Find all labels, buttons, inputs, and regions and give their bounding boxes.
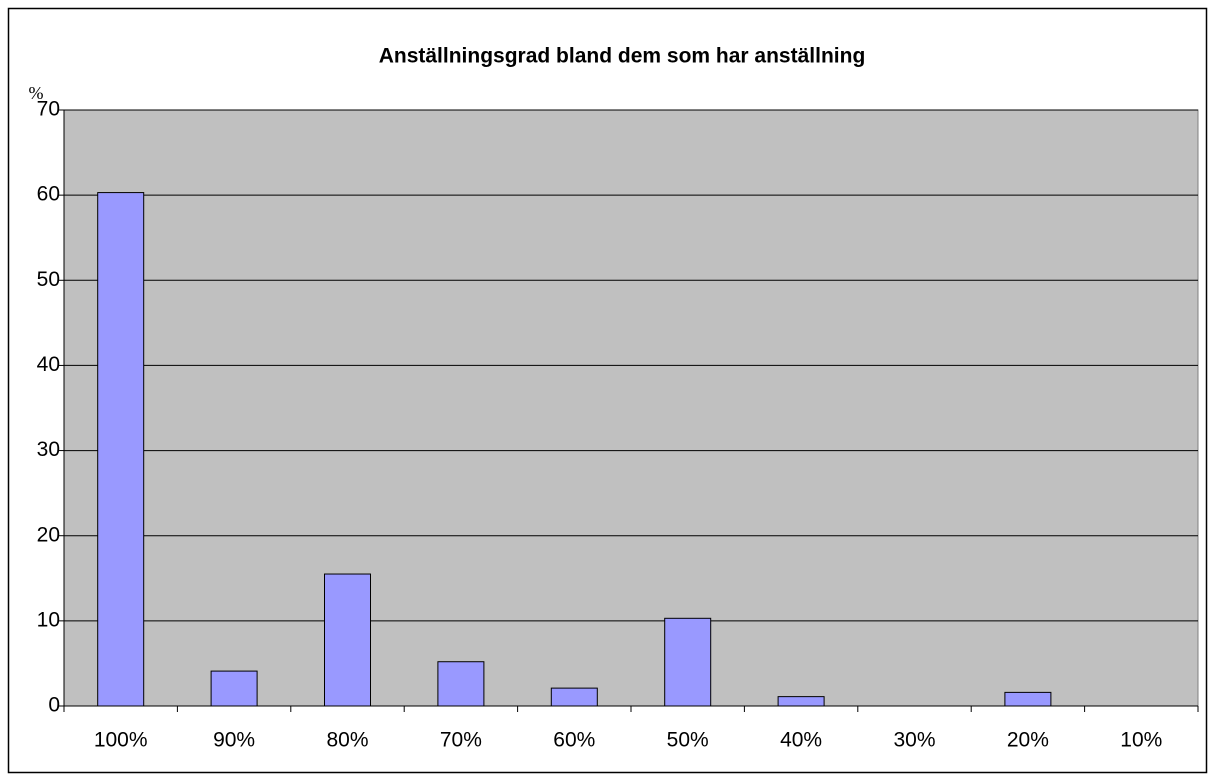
bar — [437, 661, 485, 707]
bar — [664, 617, 712, 707]
x-tick-label: 10% — [1120, 729, 1162, 752]
plot-area — [63, 109, 1199, 707]
x-tick-label: 100% — [94, 729, 148, 752]
x-tick-label: 90% — [213, 729, 255, 752]
bar — [97, 192, 145, 707]
x-tick-label: 70% — [440, 729, 482, 752]
x-tick-label: 40% — [780, 729, 822, 752]
x-tick-label: 50% — [667, 729, 709, 752]
y-tick-label: 70 — [37, 98, 60, 121]
y-tick-label: 0 — [48, 694, 60, 717]
y-tick-label: 30 — [37, 438, 60, 461]
y-tick-label: 50 — [37, 268, 60, 291]
bar — [777, 696, 825, 707]
x-tick-label: 80% — [326, 729, 368, 752]
bar — [324, 573, 371, 707]
x-tick-label: 20% — [1007, 729, 1049, 752]
y-tick-label: 40 — [37, 353, 60, 376]
x-tick-label: 30% — [893, 729, 935, 752]
x-tick-label: 60% — [553, 729, 595, 752]
bar — [1004, 691, 1052, 707]
y-tick-label: 60 — [37, 183, 60, 206]
chart-title: Anställningsgrad bland dem som har anstä… — [379, 45, 866, 68]
bar — [210, 670, 258, 707]
y-tick-label: 20 — [37, 523, 60, 546]
y-tick-label: 10 — [37, 608, 60, 631]
bar — [550, 687, 598, 707]
y-axis-label: % — [29, 83, 44, 103]
